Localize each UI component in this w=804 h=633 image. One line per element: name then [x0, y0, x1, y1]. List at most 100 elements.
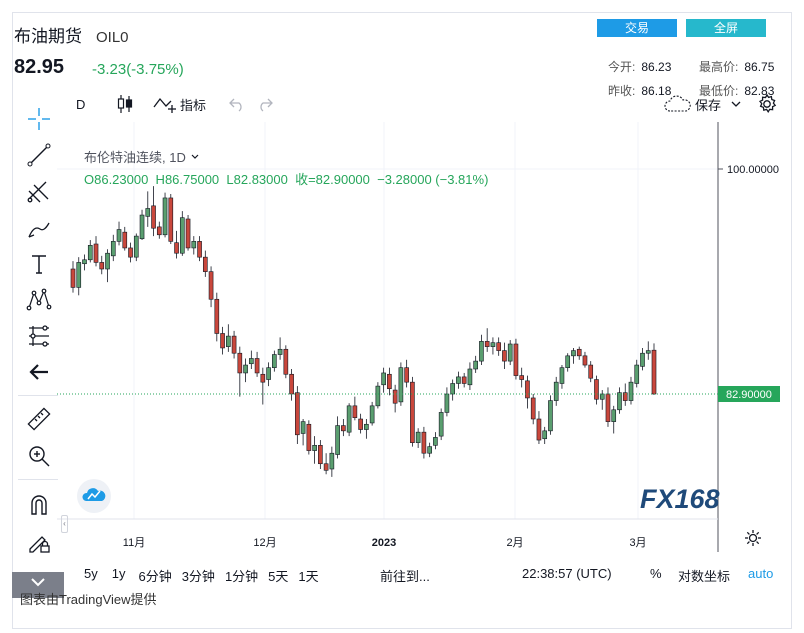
pattern-icon[interactable] — [24, 286, 54, 314]
candle — [559, 365, 565, 389]
candle-body — [352, 405, 358, 418]
lock-drawings-icon[interactable] — [24, 528, 54, 556]
text-tool-icon[interactable] — [24, 250, 54, 278]
price-chart[interactable]: 100.00000 82.90000 11月 12月 2023 2月 3月 FX168 — [57, 122, 792, 552]
instrument-title: 布油期货 OIL0 — [14, 22, 129, 47]
candle-body — [272, 354, 277, 368]
candle — [151, 186, 156, 237]
crosshair-icon[interactable] — [24, 105, 54, 133]
candle — [605, 387, 611, 427]
candle-body — [553, 381, 559, 401]
candle — [358, 413, 363, 434]
candle — [243, 358, 248, 383]
candle-body — [594, 379, 599, 400]
candle-style-icon[interactable] — [115, 92, 135, 116]
collapse-toolbar-handle[interactable]: ‹ — [61, 515, 68, 533]
fullscreen-button[interactable]: 全屏 — [686, 19, 766, 37]
candle-body — [110, 241, 116, 257]
candle — [588, 361, 594, 383]
range-button[interactable]: 3分钟 — [181, 569, 215, 584]
tradingview-credit: 图表由TradingView提供 — [20, 592, 157, 607]
zoom-in-icon[interactable] — [24, 442, 54, 470]
candle-body — [358, 418, 363, 430]
candle — [295, 386, 300, 444]
candle-body — [191, 241, 197, 249]
candle-body — [341, 425, 346, 432]
percent-scale-toggle[interactable]: % — [650, 566, 662, 581]
range-button[interactable]: 1分钟 — [224, 569, 259, 584]
candle-body — [220, 333, 225, 349]
candle-body — [266, 367, 271, 380]
candle — [421, 426, 427, 459]
arrow-back-icon[interactable] — [24, 358, 54, 386]
redo-icon[interactable] — [256, 92, 274, 116]
auto-scale-toggle[interactable]: auto — [748, 566, 774, 581]
candle-body — [536, 418, 542, 441]
candle-body — [237, 352, 243, 374]
log-scale-toggle[interactable]: 对数坐标 — [678, 569, 731, 584]
candle-body — [622, 392, 628, 401]
candle-body — [582, 355, 588, 366]
indicators-button[interactable]: 指标 — [152, 92, 206, 116]
time-axis-label: 2023 — [372, 537, 396, 549]
candle — [496, 337, 501, 356]
price-change: -3.23(-3.75%) — [92, 61, 184, 78]
settings-gear-icon[interactable] — [756, 92, 778, 116]
chevron-down-icon — [731, 101, 741, 107]
candle — [197, 236, 202, 262]
trade-button[interactable]: 交易 — [597, 19, 677, 37]
candle-body — [254, 358, 260, 374]
candle — [283, 345, 289, 379]
candle-body — [93, 243, 99, 263]
clock-readout[interactable]: 22:38:57 (UTC) — [522, 566, 612, 581]
candle — [116, 221, 122, 246]
candle-body — [496, 342, 501, 351]
ruler-icon[interactable] — [24, 405, 54, 433]
candle — [133, 233, 139, 262]
undo-icon[interactable] — [228, 92, 246, 116]
stat-open-value: 86.23 — [641, 60, 672, 74]
candle — [266, 362, 271, 387]
candle-body — [479, 341, 484, 362]
candle — [484, 328, 490, 352]
candle — [272, 350, 277, 372]
candle — [70, 261, 76, 293]
candle — [99, 255, 105, 275]
candle — [456, 371, 461, 389]
range-button[interactable]: 5天 — [268, 569, 289, 584]
candle-body — [433, 437, 438, 446]
candle — [645, 341, 651, 360]
range-button[interactable]: 1y — [111, 566, 126, 581]
candle-body — [444, 393, 450, 413]
interval-button[interactable]: D — [76, 92, 85, 116]
chart-legend[interactable]: 布伦特油连续, 1D — [84, 147, 200, 166]
magnet-icon[interactable] — [24, 491, 54, 519]
save-button[interactable]: 保存 — [663, 92, 743, 116]
candle-body — [634, 364, 640, 384]
range-button[interactable]: 6分钟 — [138, 569, 172, 584]
candle-body — [283, 348, 289, 375]
candle-body — [99, 262, 105, 270]
legend-chevron-icon — [191, 154, 198, 159]
toolbar-scroll-down[interactable] — [12, 572, 64, 598]
candle-body — [151, 205, 156, 229]
candle-body — [145, 208, 151, 217]
fib-retracement-icon[interactable] — [24, 178, 54, 206]
candles — [70, 186, 657, 477]
candle-body — [70, 268, 76, 288]
candle-body — [461, 376, 467, 384]
candle — [329, 446, 335, 477]
range-button[interactable]: 1天 — [298, 569, 319, 584]
range-button[interactable]: 5y — [84, 566, 98, 581]
goto-date-button[interactable]: 前往到... — [380, 569, 430, 584]
candle — [277, 337, 283, 360]
tradingview-cloud-icon[interactable] — [77, 479, 111, 513]
candle — [461, 372, 467, 388]
goto-realtime-icon[interactable] — [745, 530, 761, 546]
candle-body — [548, 400, 553, 432]
candle — [335, 416, 340, 459]
trend-line-icon[interactable] — [24, 141, 54, 169]
stat-low-label: 最低价: — [699, 84, 739, 98]
brush-icon[interactable] — [24, 214, 54, 242]
prediction-icon[interactable] — [24, 322, 54, 350]
